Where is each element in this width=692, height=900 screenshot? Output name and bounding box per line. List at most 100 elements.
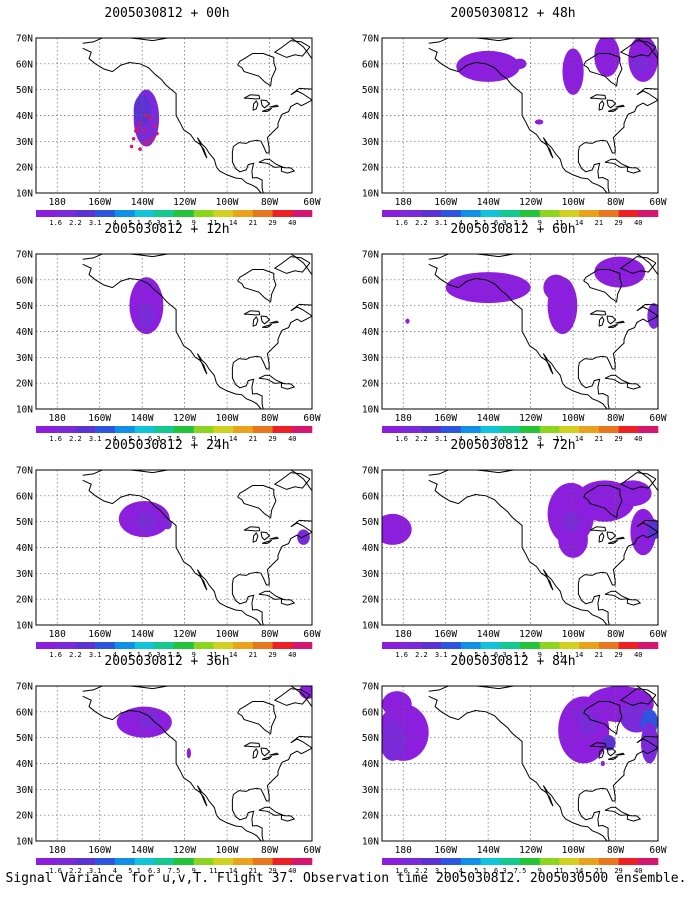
- coastline: [280, 598, 296, 606]
- colorbar-segment: [134, 642, 155, 649]
- colorbar-segment: [114, 426, 135, 433]
- colorbar-label: 7.5: [168, 219, 181, 227]
- lat-label: 50N: [362, 733, 379, 744]
- colorbar-label: 11: [555, 435, 563, 443]
- colorbar-label: 29: [268, 219, 276, 227]
- colorbar-label: 11: [555, 219, 563, 227]
- lon-label: 80W: [261, 413, 278, 424]
- coastline: [260, 99, 271, 109]
- lon-label: 80W: [261, 629, 278, 640]
- coastline: [606, 747, 617, 757]
- colorbar-segment: [441, 426, 462, 433]
- lon-label: 60W: [649, 413, 666, 424]
- colorbar-segment: [213, 642, 234, 649]
- observation-point: [136, 126, 140, 131]
- lon-label: 140W: [477, 413, 500, 424]
- colorbar-segment: [539, 210, 560, 217]
- coastline: [589, 742, 607, 748]
- coastline: [243, 526, 261, 532]
- variance-region: [382, 513, 412, 545]
- colorbar-label: 3.1: [89, 651, 102, 659]
- colorbar-label: 29: [268, 435, 276, 443]
- colorbar-segment: [598, 858, 619, 865]
- colorbar-segment: [579, 210, 600, 217]
- variance-region: [562, 48, 584, 95]
- colorbar-label: 4: [459, 651, 463, 659]
- coastline: [252, 532, 259, 543]
- colorbar-label: 7.5: [514, 219, 527, 227]
- coastline: [258, 590, 284, 600]
- lat-label: 70N: [362, 250, 379, 261]
- lat-label: 20N: [362, 163, 379, 174]
- lat-label: 20N: [16, 379, 33, 390]
- lat-label: 70N: [16, 466, 33, 477]
- coastline: [290, 470, 312, 491]
- colorbar-segment: [55, 426, 76, 433]
- colorbar-segment: [638, 642, 659, 649]
- coastline: [619, 40, 657, 58]
- coastline: [82, 479, 262, 625]
- panel-title: 2005030812 + 48h: [450, 6, 576, 21]
- colorbar-segment: [75, 210, 96, 217]
- colorbar-segment: [213, 858, 234, 865]
- observation-point: [142, 129, 147, 133]
- colorbar-label: 21: [595, 651, 603, 659]
- coastline: [237, 269, 277, 303]
- colorbar-segment: [618, 426, 639, 433]
- observation-point: [138, 121, 142, 126]
- colorbar-segment: [55, 642, 76, 649]
- colorbar-segment: [539, 858, 560, 865]
- colorbar-segment: [193, 426, 214, 433]
- colorbar-label: 9: [192, 651, 196, 659]
- colorbar-segment: [272, 858, 293, 865]
- coastline: [583, 485, 623, 519]
- colorbar-label: 21: [249, 435, 257, 443]
- panel-title: 2005030812 + 24h: [104, 438, 230, 453]
- colorbar-segment: [460, 858, 481, 865]
- colorbar-label: 9: [192, 219, 196, 227]
- coastline: [273, 40, 311, 58]
- colorbar-label: 40: [288, 219, 296, 227]
- panel-title: 2005030812 + 00h: [104, 6, 230, 21]
- lon-label: 120W: [519, 845, 542, 856]
- colorbar-segment: [598, 642, 619, 649]
- lon-label: 140W: [477, 845, 500, 856]
- lat-label: 10N: [16, 621, 33, 632]
- coastline: [269, 752, 279, 756]
- variance-region: [382, 691, 412, 717]
- colorbar-label: 4: [113, 651, 117, 659]
- coastline: [273, 472, 311, 490]
- colorbar-label: 7.5: [168, 435, 181, 443]
- colorbar-label: 9: [538, 435, 542, 443]
- lon-label: 100W: [562, 629, 585, 640]
- colorbar-segment: [421, 426, 442, 433]
- coastline: [577, 735, 658, 841]
- colorbar-segment: [233, 210, 254, 217]
- lon-label: 60W: [303, 845, 320, 856]
- coastline: [626, 382, 642, 390]
- coastline: [82, 695, 262, 841]
- colorbar-label: 3.1: [89, 219, 102, 227]
- colorbar-segment: [401, 426, 422, 433]
- colorbar-label: 6.3: [494, 867, 507, 875]
- map-panel: 2005030812 + 60h 70N 60N 50N 40N 30N 20N 10N 180…: [348, 222, 678, 443]
- map-svg: 70N 60N 50N 40N 30N 20N 10N 180 160W 140W 120W 100W…: [362, 34, 667, 228]
- coastline: [606, 99, 617, 109]
- lat-label: 50N: [16, 733, 33, 744]
- variance-region: [543, 274, 569, 301]
- coastline: [260, 531, 271, 541]
- colorbar-label: 14: [575, 435, 583, 443]
- lon-label: 180: [395, 845, 412, 856]
- lat-label: 20N: [362, 379, 379, 390]
- panel-title: 2005030812 + 12h: [104, 222, 230, 237]
- colorbar-label: 40: [634, 219, 642, 227]
- colorbar-label: 40: [634, 867, 642, 875]
- colorbar-segment: [75, 858, 96, 865]
- lon-label: 180: [395, 629, 412, 640]
- colorbar-label: 1.6: [395, 867, 408, 875]
- colorbar-label: 4: [459, 867, 463, 875]
- colorbar-segment: [174, 426, 195, 433]
- lat-label: 60N: [16, 707, 33, 718]
- colorbar-label: 1.6: [49, 651, 62, 659]
- lat-label: 30N: [362, 353, 379, 364]
